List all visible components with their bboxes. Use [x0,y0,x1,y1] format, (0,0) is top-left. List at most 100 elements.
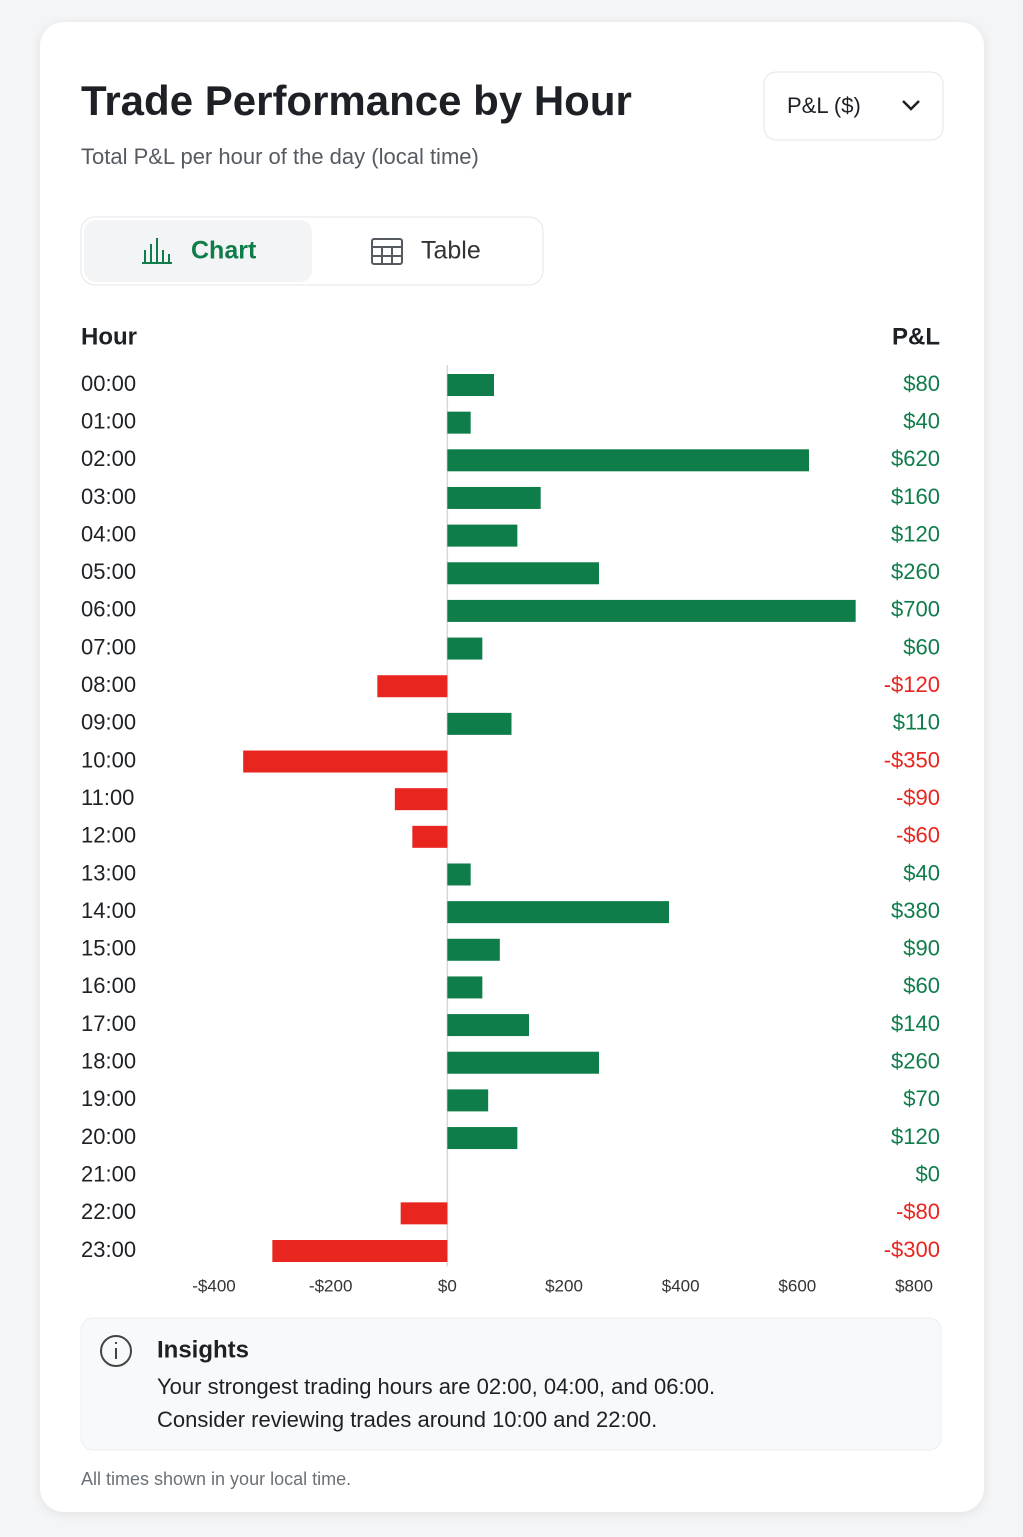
value-label: $40 [903,408,940,433]
value-label: $380 [891,898,940,923]
dropdown-label[interactable]: P&L ($) [787,93,861,118]
insights-line: Consider reviewing trades around 10:00 a… [157,1407,657,1432]
hour-label: 01:00 [81,408,136,433]
bar [447,976,483,999]
value-label: -$80 [896,1199,940,1224]
hour-label: 11:00 [81,785,134,810]
bar [447,524,518,547]
value-label: $700 [891,597,940,622]
value-label: $70 [903,1086,940,1111]
hour-label: 09:00 [81,710,136,735]
value-label: $90 [903,936,940,961]
hour-label: 19:00 [81,1086,136,1111]
value-label: $60 [903,973,940,998]
bar [243,750,448,773]
bar [272,1240,448,1262]
value-label: $110 [893,710,940,735]
bar [394,788,448,811]
value-label: $80 [903,371,940,396]
value-label: -$120 [884,672,940,697]
bar [447,599,856,622]
value-label: $0 [916,1162,940,1187]
x-tick-label: $800 [895,1276,933,1295]
bar [447,1089,489,1112]
footer-note: All times shown in your local time. [81,1469,351,1489]
insights-line: Your strongest trading hours are 02:00, … [157,1374,715,1399]
value-label: -$60 [896,823,940,848]
column-header: Hour [81,323,137,350]
bar [412,825,448,848]
bar [447,1014,529,1037]
value-label: $40 [903,860,940,885]
value-label: -$300 [884,1237,940,1262]
hour-label: 07:00 [81,634,136,659]
bar [447,938,500,961]
value-label: $120 [891,521,940,546]
bar [447,411,471,434]
value-label: -$350 [884,747,940,772]
hour-label: 16:00 [81,973,136,998]
card [40,22,984,1512]
hour-label: 06:00 [81,597,136,622]
bar [447,863,471,886]
value-label: $620 [891,446,940,471]
hour-label: 13:00 [81,860,136,885]
bar [400,1202,448,1225]
bar [447,637,483,660]
bar [447,486,541,509]
chart-icon [142,238,172,264]
hour-label: 02:00 [81,446,136,471]
insights-title: Insights [157,1336,249,1363]
value-label: $260 [891,559,940,584]
hour-label: 08:00 [81,672,136,697]
hour-label: 17:00 [81,1011,136,1036]
bar [447,562,599,585]
x-tick-label: -$200 [309,1276,352,1295]
bar [447,712,512,735]
hour-label: 05:00 [81,559,136,584]
x-tick-label: $400 [662,1276,700,1295]
table-icon [371,238,403,265]
hour-label: 10:00 [81,747,136,772]
bar [447,1051,599,1074]
dropdown[interactable] [763,71,944,141]
bar [447,449,809,472]
column-header: P&L [892,323,940,350]
x-tick-label: $600 [778,1276,816,1295]
bar [447,1127,518,1150]
tab-active[interactable] [84,220,312,282]
bar [447,374,494,396]
subtitle: Total P&L per hour of the day (local tim… [81,144,479,169]
hour-label: 12:00 [81,823,136,848]
bar [377,675,448,698]
hour-label: 18:00 [81,1049,136,1074]
bar [447,901,669,924]
value-label: $260 [891,1049,940,1074]
hour-label: 03:00 [81,484,136,509]
x-tick-label: -$400 [192,1276,235,1295]
value-label: $140 [891,1011,940,1036]
hour-label: 21:00 [81,1162,136,1187]
value-label: $120 [891,1124,940,1149]
x-tick-label: $200 [545,1276,583,1295]
title: Trade Performance by Hour [81,77,632,124]
hour-label: 00:00 [81,371,136,396]
value-label: -$90 [896,785,940,810]
value-label: $60 [903,634,940,659]
hour-label: 20:00 [81,1124,136,1149]
hour-label: 14:00 [81,898,136,923]
insights-box [80,1317,942,1451]
hour-label: 04:00 [81,521,136,546]
chevron [902,100,920,111]
x-tick-label: $0 [438,1276,457,1295]
plot: -$400 -$200 $0 $200 $400 $600 $800 00:00 $80 01:0… [81,365,940,1295]
hour-label: 15:00 [81,936,136,961]
tab-chart[interactable]: Chart [191,237,257,265]
info-icon [100,1335,132,1367]
value-label: $160 [891,484,940,509]
hour-label: 23:00 [81,1237,136,1262]
tab-table[interactable]: Table [421,237,481,265]
hour-label: 22:00 [81,1199,136,1224]
